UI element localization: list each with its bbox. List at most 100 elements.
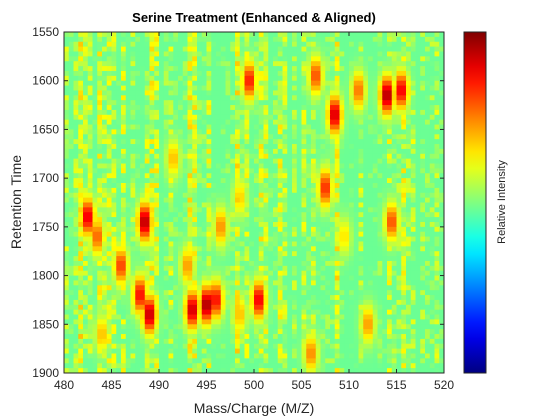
heatmap-cell (197, 119, 203, 126)
heatmap-cell (192, 231, 198, 238)
heatmap-cell (182, 334, 189, 340)
heatmap-cell (206, 129, 212, 135)
heatmap-cell (220, 119, 227, 126)
heatmap-cell (192, 299, 198, 306)
heatmap-cell (273, 158, 279, 165)
heatmap-cell (216, 80, 222, 87)
heatmap-cell (273, 61, 279, 67)
heatmap-cell (92, 85, 98, 92)
heatmap-cell (102, 260, 108, 267)
heatmap-cell (149, 226, 155, 233)
heatmap-cell (111, 256, 117, 262)
heatmap-cell (410, 202, 417, 208)
heatmap-cell (144, 299, 151, 306)
heatmap-cell (287, 153, 293, 160)
heatmap-cell (159, 41, 165, 48)
heatmap-cell (325, 299, 331, 306)
heatmap-cell (358, 124, 364, 131)
heatmap-cell (182, 285, 189, 291)
heatmap-cell (287, 158, 293, 165)
heatmap-cell (102, 114, 108, 121)
heatmap-cell (168, 265, 174, 272)
heatmap-cell (311, 221, 317, 228)
heatmap-cell (301, 134, 307, 140)
heatmap-cell (382, 212, 388, 218)
heatmap-cell (330, 124, 336, 131)
heatmap-cell (230, 36, 236, 43)
heatmap-cell (382, 32, 388, 38)
heatmap-cell (287, 85, 293, 92)
heatmap-cell (425, 90, 431, 96)
heatmap-cell (425, 319, 431, 325)
heatmap-cell (387, 61, 393, 67)
heatmap-cell (363, 231, 369, 238)
heatmap-cell (149, 285, 155, 291)
heatmap-cell (377, 173, 383, 179)
heatmap-cell (206, 290, 212, 296)
heatmap-cell (368, 207, 374, 213)
heatmap-cell (339, 285, 345, 291)
heatmap-cell (149, 251, 155, 257)
heatmap-cell (377, 299, 383, 306)
heatmap-cell (401, 80, 407, 87)
heatmap-cell (249, 260, 255, 267)
heatmap-cell (68, 51, 75, 57)
heatmap-cell (125, 299, 132, 306)
heatmap-cell (144, 66, 151, 72)
heatmap-cell (325, 309, 331, 316)
heatmap-cell (368, 309, 374, 316)
heatmap-cell (92, 246, 98, 252)
heatmap-cell (429, 124, 436, 131)
heatmap-cell (249, 56, 255, 62)
heatmap-cell (296, 324, 303, 330)
heatmap-cell (387, 270, 393, 277)
heatmap-cell (121, 231, 127, 238)
heatmap-cell (220, 197, 227, 204)
heatmap-cell (125, 173, 132, 179)
heatmap-cell (391, 119, 398, 126)
heatmap-cell (201, 256, 208, 262)
heatmap-cell (396, 134, 402, 140)
heatmap-cell (401, 241, 407, 247)
heatmap-cell (287, 251, 293, 257)
heatmap-cell (439, 46, 444, 53)
heatmap-cell (396, 153, 402, 160)
heatmap-cell (163, 114, 170, 121)
heatmap-cell (159, 66, 165, 72)
heatmap-cell (201, 51, 208, 57)
heatmap-cell (273, 319, 279, 325)
heatmap-cell (263, 129, 269, 135)
heatmap-cell (368, 295, 374, 301)
heatmap-cell (410, 41, 417, 48)
heatmap-cell (102, 265, 108, 272)
heatmap-cell (230, 217, 236, 223)
heatmap-cell (135, 334, 141, 340)
heatmap-cell (106, 329, 113, 335)
heatmap-cell (78, 134, 84, 140)
heatmap-cell (83, 36, 89, 43)
heatmap-cell (396, 187, 402, 194)
heatmap-cell (106, 231, 113, 238)
heatmap-cell (64, 66, 70, 72)
heatmap-cell (130, 314, 136, 321)
heatmap-cell (391, 36, 398, 43)
heatmap-cell (230, 295, 236, 301)
heatmap-cell (268, 158, 274, 165)
heatmap-cell (135, 270, 141, 277)
heatmap-cell (420, 212, 426, 218)
heatmap-cell (211, 329, 217, 335)
heatmap-cell (187, 56, 193, 62)
heatmap-cell (244, 212, 250, 218)
heatmap-cell (401, 129, 407, 135)
heatmap-cell (353, 56, 360, 62)
heatmap-cell (216, 75, 222, 82)
heatmap-cell (225, 295, 231, 301)
heatmap-cell (249, 61, 255, 67)
heatmap-cell (277, 95, 284, 101)
heatmap-cell (197, 36, 203, 43)
heatmap-cell (420, 260, 426, 267)
heatmap-cell (377, 314, 383, 321)
heatmap-cell (339, 260, 345, 267)
heatmap-cell (130, 319, 136, 325)
heatmap-cell (258, 134, 265, 140)
